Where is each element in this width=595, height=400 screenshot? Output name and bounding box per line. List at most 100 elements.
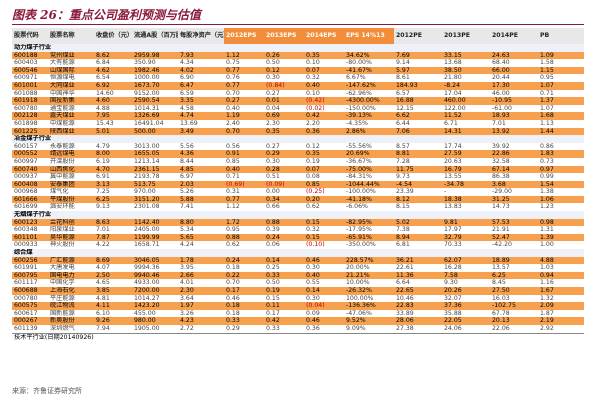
cell: - [442,188,490,196]
cell: 8.57 [394,142,442,151]
section-label: 综合煤 [12,249,584,257]
cell: 0.30 [304,294,344,303]
data-row: 600408 安泰集团 3.13 513.75 2.03 (0.69) (0.09) 0.85… [12,180,584,189]
cell: 18.38 [442,195,490,204]
cell: 3.13 [94,180,132,189]
cell: 0.10 [304,59,344,67]
cell: 24.63 [490,51,538,60]
cell: 0.20 [304,195,344,204]
cell: 21.21% [344,271,394,280]
cell: 2.09 [538,302,584,310]
data-row: 600971 恒源煤电 6.54 1000.00 6.90 0.76 0.30 0.32 6.6… [12,74,584,82]
cell: 6.25 [94,195,132,204]
cell: 2.20 [304,119,344,128]
cell: 600688 [12,287,48,295]
cell: -102.75 [490,302,538,310]
cell: 2.50 [94,271,132,280]
cell: 5.65 [178,233,224,242]
cell: 3.85 [94,287,132,295]
cell: 3.26 [178,309,224,318]
cell: 0.77 [224,66,264,75]
cell: 20.69% [344,150,394,158]
cell: 1.58 [538,59,584,67]
cell: 1.38 [538,188,584,196]
cell: 3.95 [178,264,224,272]
cell: 18.89 [490,256,538,265]
cell: 1.12 [224,203,264,212]
cell: 0.69 [264,112,304,120]
data-row: 601225 陕西煤业 5.01 500.00 3.49 0.70 0.35 0.36 2.86… [12,127,584,136]
cell: 6.10 [94,309,132,318]
cell: -136.36% [344,302,394,310]
cell: 3.35 [178,97,224,105]
data-row: 600348 阳泉煤业 7.01 2405.00 5.34 0.95 0.39 0.32 -17… [12,226,584,234]
cell: 16.28 [442,264,490,272]
cell: 000937 [12,173,48,181]
cell: 0.24 [264,233,304,242]
cell: 500.00 [132,127,178,136]
cell: 0.85 [304,180,344,189]
cell: (0.84) [264,81,304,90]
cell: 68.40 [490,59,538,67]
cell: 0.62 [224,241,264,250]
cell: 5.01 [94,127,132,136]
data-row: 601001 大同煤业 6.92 1673.70 6.47 0.77 (0.84) 0.40-… [12,81,584,90]
cell: 6.54 [94,74,132,82]
cell: 460.00 [442,97,490,105]
cell: 国投新集 [48,97,94,105]
cell: 0.32 [304,74,344,82]
cell: 1.23 [538,203,584,212]
cell: 0.77 [224,195,264,204]
cell: 5.97 [394,66,442,75]
column-header: 每股净资产（元） [178,28,224,44]
cell: 57.53 [490,218,538,227]
cell: 8.80 [178,218,224,227]
cell: 67.14 [490,165,538,174]
cell: 34.62% [344,51,394,60]
cell: 601918 [12,97,48,105]
cell: 600971 [12,74,48,82]
column-header: 2014PE [490,28,538,44]
cell: 002128 [12,112,48,120]
cell: 0.42 [264,317,304,325]
cell: 大同煤业 [48,81,94,90]
cell: 228.57% [344,256,394,265]
cell: 36.21 [394,256,442,265]
cell: -4300.00% [344,97,394,105]
cell: 22.65 [394,287,442,295]
cell: 21.80 [442,74,490,82]
cell: 露天煤业 [48,112,94,120]
column-header: 股票名称 [48,28,94,44]
column-header: 收盘价（元） [94,28,132,44]
cell: 0.15 [304,218,344,227]
cell: 7.58 [442,271,490,280]
cell: 0.14 [304,287,344,295]
cell: 33.89 [394,309,442,318]
cell: 6.84 [94,59,132,67]
cell: 2193.78 [132,173,178,181]
data-row: 600575 皖江物流 4.11 1423.20 1.97 0.18 0.11 (0.04) -… [12,302,584,310]
cell: 冀中能源 [48,173,94,181]
cell: -8.24 [442,81,490,90]
cell: 8.69 [94,256,132,265]
cell: 1.44 [538,127,584,136]
column-header: 流通A股（百万股） [132,28,178,44]
cell: 4.23 [178,317,224,325]
cell: 0.27 [264,89,304,98]
cell: 0.12 [264,66,304,75]
cell: 9940.46 [132,271,178,280]
cell: 601225 [12,127,48,136]
cell: 0.36 [304,324,344,334]
cell: 0.73 [538,157,584,166]
cell: 000780 [12,294,48,303]
cell: 潞安环能 [48,203,94,212]
cell: 中国神华 [48,89,94,98]
cell: 1655.05 [132,150,178,158]
cell: 0.88 [264,218,304,227]
cell: 46.00 [490,89,538,98]
cell: 0.40 [304,271,344,280]
cell: 22.61 [394,264,442,272]
cell: 0.12 [304,142,344,151]
cell: 1.06 [538,195,584,204]
cell: 0.18 [224,309,264,318]
